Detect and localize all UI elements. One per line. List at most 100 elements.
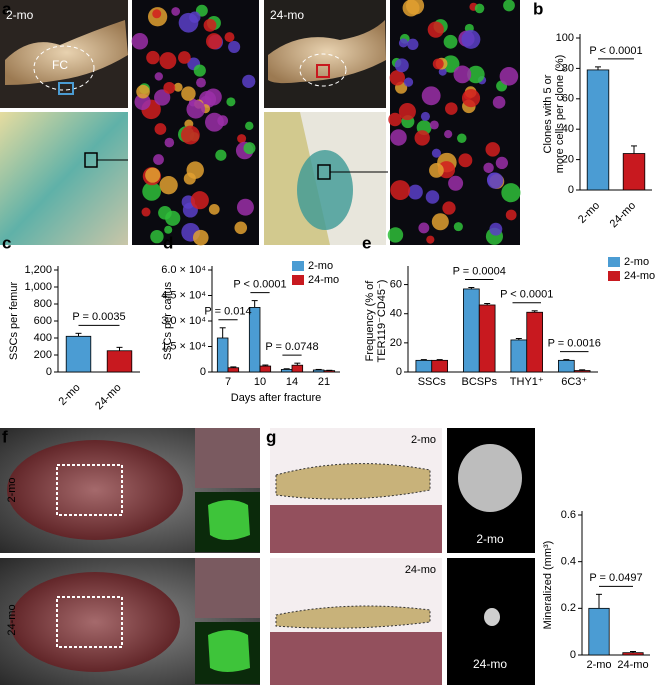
cell <box>442 201 456 215</box>
y-tick-label: 3.0 × 10⁴ <box>161 315 206 327</box>
y-tick-label: 0 <box>570 649 576 661</box>
cell <box>495 156 509 170</box>
cell <box>136 84 150 99</box>
gfp-signal <box>208 500 250 540</box>
panel-letter: f <box>2 427 8 446</box>
cell <box>190 191 209 210</box>
cell <box>180 125 200 145</box>
y-tick-label: 1,000 <box>24 281 52 293</box>
cell <box>414 130 430 146</box>
p-value: P = 0.0016 <box>548 338 601 350</box>
cell <box>142 182 162 201</box>
cell <box>448 175 464 191</box>
bar <box>65 335 92 373</box>
bar <box>586 69 610 191</box>
cell <box>394 58 409 73</box>
bar <box>573 370 591 373</box>
panel-letter: c <box>2 233 11 252</box>
chart: d 0 1.5 × 10⁴ 3.0 × 10⁴ 4.5 × 10⁴ 6.0 × 10⁴ SS… <box>161 233 340 404</box>
chart: e 0 20 40 60 Frequency (% of TER119⁻CD45⁻) SSCs… <box>362 233 655 387</box>
y-tick-label: 0 <box>46 366 52 378</box>
tissue <box>10 572 180 672</box>
bar <box>106 350 133 373</box>
cell <box>390 129 407 146</box>
cell <box>453 222 463 232</box>
cell <box>154 123 167 135</box>
image-label: FC <box>52 58 68 72</box>
cell <box>196 77 206 88</box>
image-label: 24-mo <box>405 564 436 576</box>
x-tick-label: 14 <box>286 376 298 388</box>
cell <box>499 67 519 86</box>
mineral <box>484 608 500 626</box>
cell <box>164 225 173 234</box>
inset-box <box>316 64 330 78</box>
y-tick-label: 60 <box>390 278 402 290</box>
p-value: P = 0.014 <box>204 306 251 318</box>
x-tick-label: 2-mo <box>576 200 602 226</box>
cell <box>425 190 440 204</box>
cell <box>501 183 521 203</box>
cell <box>178 51 191 64</box>
image-label: 24-mo <box>6 604 18 635</box>
inset-box <box>56 464 123 516</box>
cell <box>388 112 402 127</box>
cell <box>431 148 441 158</box>
p-value: P < 0.0001 <box>233 279 286 291</box>
bar <box>216 337 229 373</box>
legend-label: 24-mo <box>308 274 339 286</box>
bar <box>526 311 543 373</box>
y-tick-label: 0 <box>396 366 402 378</box>
cell <box>505 209 517 221</box>
bar <box>280 369 293 373</box>
panel-letter: d <box>163 233 173 252</box>
image-label: 2-mo <box>6 8 34 22</box>
image-label: 2-mo <box>476 532 504 546</box>
cell <box>444 130 453 139</box>
legend-swatch <box>608 271 620 281</box>
y-tick-label: 0.2 <box>561 602 576 614</box>
x-tick-label: 24-mo <box>93 382 124 413</box>
y-tick-label: 0.6 <box>561 509 576 521</box>
cell <box>483 162 494 174</box>
cell <box>146 50 160 65</box>
cell <box>243 142 256 155</box>
image-label: 2-mo <box>6 477 18 502</box>
cell <box>432 58 444 70</box>
x-tick-label: 24-mo <box>617 659 648 671</box>
cell <box>226 97 236 107</box>
y-tick-label: 40 <box>390 308 402 320</box>
chart: 0 0.2 0.4 0.6 Mineralized (mm³) 2-mo 24-mo P = … <box>542 509 650 671</box>
y-axis-label: SSCs per callus <box>162 281 174 360</box>
bar <box>622 652 644 656</box>
cell <box>398 103 416 121</box>
cell <box>236 198 254 216</box>
marrow <box>270 632 442 685</box>
y-tick-label: 1,200 <box>24 264 52 276</box>
gfp-signal <box>208 630 250 672</box>
cell <box>145 167 161 183</box>
inset <box>195 428 260 488</box>
panel-letter: b <box>533 0 543 18</box>
p-value: P = 0.0004 <box>453 265 506 277</box>
cell <box>186 161 204 179</box>
x-tick-label: 7 <box>225 376 231 388</box>
cell <box>389 70 406 86</box>
p-value: P = 0.0748 <box>265 341 318 353</box>
legend-swatch <box>292 261 304 271</box>
y-axis-label: Clones with 5 or <box>542 74 554 153</box>
panel-letter: h <box>448 427 458 446</box>
cell <box>141 207 151 217</box>
cell <box>457 133 467 144</box>
y-axis-label: SSCs per femur <box>8 282 20 361</box>
image-label: 24-mo <box>270 8 304 22</box>
p-value: P = 0.0497 <box>589 572 642 584</box>
cell <box>159 52 177 70</box>
cell <box>429 120 439 130</box>
legend-label: 2-mo <box>624 256 649 268</box>
cell <box>134 93 151 110</box>
x-tick-label: 2-mo <box>56 382 82 408</box>
cell <box>427 21 444 38</box>
y-tick-label: 1.5 × 10⁴ <box>161 340 206 352</box>
bar <box>291 364 304 373</box>
